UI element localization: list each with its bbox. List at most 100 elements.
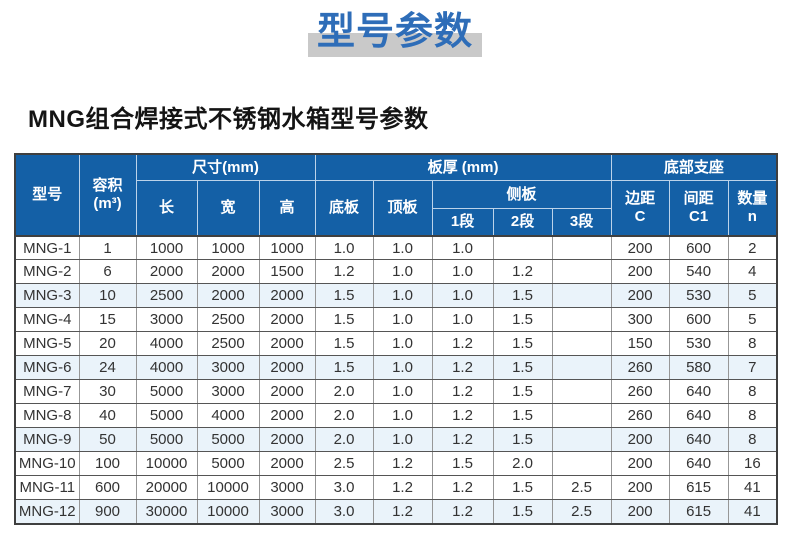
col-header-seg1: 1段 xyxy=(431,208,494,237)
table-cell: MNG-4 xyxy=(14,307,80,333)
table-cell: 41 xyxy=(727,499,778,525)
table-cell xyxy=(551,403,612,429)
table-row: MNG-2 6 2000 2000 1500 1.2 1.0 1.0 1.2 200 540 4 xyxy=(14,259,778,285)
table-cell: 30 xyxy=(78,379,137,405)
col-group-thickness: 板厚 (mm) xyxy=(314,153,612,182)
table-row: MNG-5 20 4000 2500 2000 1.5 1.0 1.2 1.5 150 530 8 xyxy=(14,331,778,357)
table-cell: 1000 xyxy=(196,235,260,261)
table-cell: 4000 xyxy=(135,331,198,357)
table-cell: 1.5 xyxy=(492,403,553,429)
table-cell: 1.0 xyxy=(372,331,433,357)
table-cell: 1.2 xyxy=(431,475,494,501)
table-cell: 4000 xyxy=(135,355,198,381)
table-cell: 8 xyxy=(727,331,778,357)
table-cell: 3.0 xyxy=(314,499,374,525)
table-cell: 4 xyxy=(727,259,778,285)
table-row: MNG-10 100 10000 5000 2000 2.5 1.2 1.5 2.0 200 640… xyxy=(14,451,778,477)
table-cell: 1.0 xyxy=(314,235,374,261)
table-cell: 615 xyxy=(668,475,729,501)
col-group-support: 底部支座 xyxy=(610,153,778,182)
table-cell: 1.0 xyxy=(372,259,433,285)
table-cell: 2000 xyxy=(258,331,316,357)
col-header-seg2: 2段 xyxy=(492,208,553,237)
table-cell: 2500 xyxy=(196,307,260,333)
table-cell: 7 xyxy=(727,355,778,381)
table-cell: 16 xyxy=(727,451,778,477)
table-cell: 2000 xyxy=(258,379,316,405)
table-cell: 1.0 xyxy=(372,283,433,309)
table-cell: 1.5 xyxy=(492,475,553,501)
table-cell: 100 xyxy=(78,451,137,477)
col-header-volume: 容积 (m³) xyxy=(78,153,137,237)
table-cell: 3000 xyxy=(196,355,260,381)
table-cell: 530 xyxy=(668,331,729,357)
col-header-quantity-line1: 数量 xyxy=(737,190,768,208)
table-cell: 2000 xyxy=(258,451,316,477)
table-cell: 5000 xyxy=(196,427,260,453)
table-cell: 5 xyxy=(727,283,778,309)
col-header-seg3: 3段 xyxy=(551,208,612,237)
table-cell: 1 xyxy=(78,235,137,261)
table-cell: 580 xyxy=(668,355,729,381)
table-row: MNG-11 600 20000 10000 3000 3.0 1.2 1.2 1.5 2.5 20… xyxy=(14,475,778,501)
table-cell: 10000 xyxy=(196,475,260,501)
table-cell: 640 xyxy=(668,403,729,429)
table-cell: 1.0 xyxy=(372,379,433,405)
table-cell: 2.5 xyxy=(314,451,374,477)
table-row: MNG-1 1 1000 1000 1000 1.0 1.0 1.0 200 600 2 xyxy=(14,235,778,261)
col-header-quantity: 数量 n xyxy=(727,180,778,237)
table-cell: 2.0 xyxy=(314,379,374,405)
table-cell xyxy=(551,259,612,285)
table-cell: 1.0 xyxy=(372,307,433,333)
table-cell xyxy=(551,307,612,333)
table-cell xyxy=(551,427,612,453)
table-cell: 1.5 xyxy=(314,307,374,333)
table-cell: 600 xyxy=(668,235,729,261)
table-cell: 2000 xyxy=(258,307,316,333)
table-cell: 1.0 xyxy=(372,355,433,381)
table-cell: MNG-12 xyxy=(14,499,80,525)
table-cell: 1.5 xyxy=(492,427,553,453)
table-cell xyxy=(551,283,612,309)
table-cell: 50 xyxy=(78,427,137,453)
table-cell: MNG-6 xyxy=(14,355,80,381)
table-cell: 1.5 xyxy=(314,283,374,309)
table-cell: 2500 xyxy=(196,331,260,357)
table-cell: 2.5 xyxy=(551,499,612,525)
col-header-volume-line1: 容积 xyxy=(92,176,123,194)
table-cell: 300 xyxy=(610,307,670,333)
table-cell: 41 xyxy=(727,475,778,501)
table-cell: 640 xyxy=(668,427,729,453)
table-cell: 3000 xyxy=(258,499,316,525)
table-cell: 200 xyxy=(610,427,670,453)
table-row: MNG-6 24 4000 3000 2000 1.5 1.0 1.2 1.5 260 580 7 xyxy=(14,355,778,381)
col-group-dimensions: 尺寸(mm) xyxy=(135,153,316,182)
table-cell: 3000 xyxy=(258,475,316,501)
table-cell: 10 xyxy=(78,283,137,309)
table-cell: 1.0 xyxy=(431,259,494,285)
table-cell: 8 xyxy=(727,403,778,429)
page-title-banner: 型号参数 xyxy=(0,0,790,57)
table-cell: 1.0 xyxy=(431,235,494,261)
col-header-spacing-line1: 间距 xyxy=(683,190,714,208)
table-cell: 1500 xyxy=(258,259,316,285)
spec-table-header: 型号 容积 (m³) 尺寸(mm) 板厚 (mm) 底部支座 长 宽 高 底板 … xyxy=(14,153,778,237)
table-cell: MNG-9 xyxy=(14,427,80,453)
table-cell: 5000 xyxy=(135,403,198,429)
table-cell: 200 xyxy=(610,475,670,501)
table-cell: 3000 xyxy=(196,379,260,405)
table-cell: 600 xyxy=(668,307,729,333)
table-cell: 2000 xyxy=(258,403,316,429)
table-cell: 200 xyxy=(610,283,670,309)
col-header-length: 长 xyxy=(135,180,198,237)
table-cell: MNG-11 xyxy=(14,475,80,501)
table-cell: 1000 xyxy=(135,235,198,261)
table-cell: 1.0 xyxy=(372,427,433,453)
col-header-edge-distance: 边距 C xyxy=(610,180,670,237)
table-cell: 1.0 xyxy=(372,235,433,261)
table-cell: 1.2 xyxy=(431,379,494,405)
table-cell: 1.2 xyxy=(492,259,553,285)
table-cell xyxy=(551,355,612,381)
page-title: 型号参数 xyxy=(316,11,473,53)
col-header-quantity-line2: n xyxy=(747,208,757,226)
